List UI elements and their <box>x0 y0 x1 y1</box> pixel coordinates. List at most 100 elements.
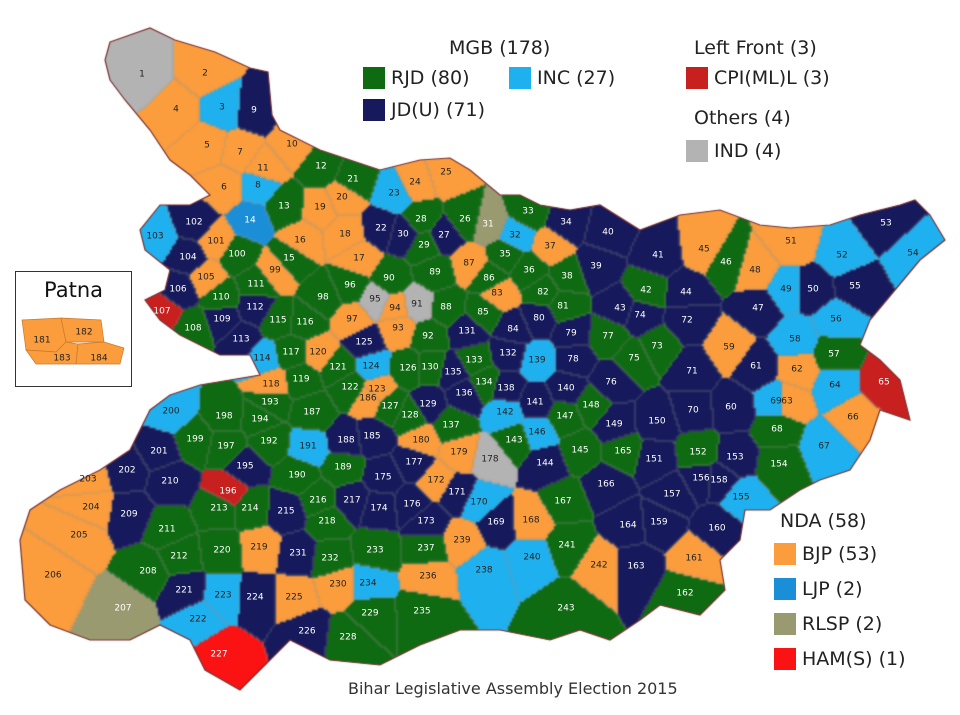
seat-22-label: 22 <box>375 224 386 234</box>
seat-115-label: 115 <box>269 316 286 326</box>
seat-130-label: 130 <box>421 363 438 373</box>
seat-179-label: 179 <box>450 448 467 458</box>
seat-242-label: 242 <box>590 561 607 571</box>
seat-102-label: 102 <box>185 218 202 228</box>
seat-108-label: 108 <box>184 324 201 334</box>
seat-95-label: 95 <box>369 295 380 305</box>
seat-69-label: 69 <box>770 397 782 407</box>
seat-204-label: 204 <box>82 503 99 513</box>
seat-20-label: 20 <box>336 193 348 203</box>
seat-11-label: 11 <box>257 164 268 174</box>
seat-73-label: 73 <box>651 342 662 352</box>
seat-206-label: 206 <box>44 571 61 581</box>
seat-153-label: 153 <box>726 453 743 463</box>
seat-88-label: 88 <box>440 303 452 313</box>
seat-196-label: 196 <box>219 487 236 497</box>
seat-239-label: 239 <box>453 536 470 546</box>
seat-113-label: 113 <box>232 335 249 345</box>
seat-60-label: 60 <box>725 403 737 413</box>
seat-72-label: 72 <box>681 316 692 326</box>
bjp-swatch <box>774 543 796 565</box>
seat-10-label: 10 <box>286 140 298 150</box>
legend-cpi: CPI(ML)L (3) <box>686 67 830 89</box>
seat-117-label: 117 <box>282 348 299 358</box>
legend-ham: HAM(S) (1) <box>774 648 906 670</box>
seat-30-label: 30 <box>397 230 409 240</box>
seat-159-label: 159 <box>650 518 667 528</box>
seat-200-label: 200 <box>162 407 179 417</box>
seat-198-label: 198 <box>215 412 232 422</box>
seat-132-label: 132 <box>499 349 516 359</box>
seat-51-label: 51 <box>785 237 796 247</box>
seat-87-label: 87 <box>463 259 474 269</box>
seat-57-label: 57 <box>828 350 839 360</box>
seat-47-label: 47 <box>752 304 763 314</box>
seat-9-label: 9 <box>251 106 257 116</box>
seat-33-label: 33 <box>522 207 533 217</box>
seat-240-label: 240 <box>523 553 540 563</box>
seat-156-label: 156 <box>692 474 709 484</box>
seat-126-label: 126 <box>399 364 416 374</box>
seat-40-label: 40 <box>602 228 614 238</box>
seat-54-label: 54 <box>907 249 919 259</box>
seat-7-label: 7 <box>237 148 243 158</box>
seat-17-label: 17 <box>353 254 364 264</box>
seat-104-label: 104 <box>179 253 196 263</box>
seat-79-label: 79 <box>565 329 577 339</box>
seat-230-label: 230 <box>329 580 346 590</box>
seat-68-label: 68 <box>771 425 783 435</box>
seat-139-label: 139 <box>528 356 545 366</box>
seat-100-label: 100 <box>228 250 245 260</box>
seat-197-label: 197 <box>217 442 234 452</box>
seat-66-label: 66 <box>847 413 859 423</box>
seat-94-label: 94 <box>389 304 401 314</box>
seat-45-label: 45 <box>698 245 709 255</box>
seat-209-label: 209 <box>120 510 137 520</box>
legend-ind: IND (4) <box>686 140 781 162</box>
seat-237-label: 237 <box>417 544 434 554</box>
seat-136-label: 136 <box>455 389 472 399</box>
seat-220-label: 220 <box>213 546 230 556</box>
seat-201-label: 201 <box>150 447 167 457</box>
seat-145-label: 145 <box>571 446 588 456</box>
seat-165-label: 165 <box>614 447 631 457</box>
seat-128-label: 128 <box>401 411 418 421</box>
seat-21-label: 21 <box>347 175 358 185</box>
seat-89-label: 89 <box>429 268 441 278</box>
seat-41-label: 41 <box>652 251 663 261</box>
seat-86-label: 86 <box>483 274 495 284</box>
legend-rjd: RJD (80) <box>363 67 469 89</box>
inset-title: Patna <box>44 278 104 302</box>
seat-82-label: 82 <box>537 288 548 298</box>
seat-170-label: 170 <box>470 498 487 508</box>
seat-221-label: 221 <box>175 586 192 596</box>
seat-173-label: 173 <box>417 517 434 527</box>
seat-28-label: 28 <box>415 215 427 225</box>
ljp-swatch <box>774 578 796 600</box>
seat-149-label: 149 <box>605 420 622 430</box>
seat-182-label: 182 <box>75 328 92 338</box>
legend-ljp: LJP (2) <box>774 578 863 600</box>
seat-214-label: 214 <box>241 504 258 514</box>
seat-12-label: 12 <box>315 162 326 172</box>
seat-143-label: 143 <box>505 436 522 446</box>
seat-23-label: 23 <box>388 189 399 199</box>
seat-116-label: 116 <box>296 318 313 328</box>
seat-223-label: 223 <box>214 591 231 601</box>
seat-135-label: 135 <box>444 368 461 378</box>
seat-243-label: 243 <box>557 604 574 614</box>
seat-160-label: 160 <box>708 524 725 534</box>
seat-109-label: 109 <box>213 315 230 325</box>
seat-219-label: 219 <box>250 543 267 553</box>
seat-2-label: 2 <box>202 69 208 79</box>
seat-202-label: 202 <box>118 466 135 476</box>
seat-18-label: 18 <box>339 230 351 240</box>
seat-205-label: 205 <box>70 531 87 541</box>
jdu-swatch <box>363 99 385 121</box>
seat-181-label: 181 <box>33 336 50 346</box>
seat-97-label: 97 <box>346 315 357 325</box>
seat-133-label: 133 <box>465 356 482 366</box>
seat-203-label: 203 <box>79 475 96 485</box>
seat-188-label: 188 <box>337 436 354 446</box>
